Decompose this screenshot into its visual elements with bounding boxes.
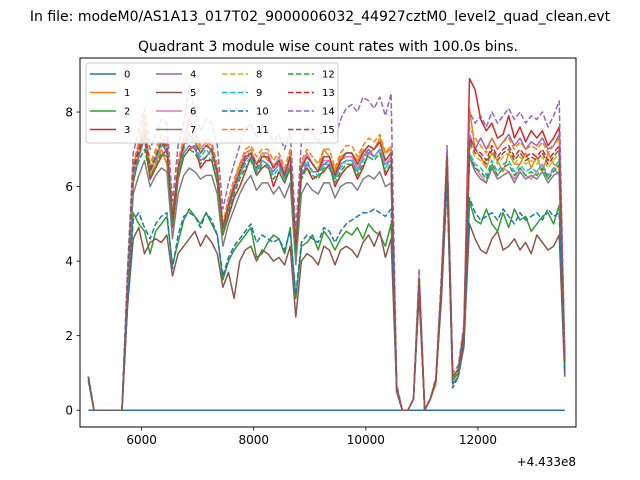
y-tick-label: 4 — [65, 255, 73, 269]
y-tick-label: 0 — [65, 404, 73, 418]
legend-label-8: 8 — [256, 70, 262, 81]
y-tick-label: 6 — [65, 180, 73, 194]
plot-area-frame — [79, 57, 577, 428]
figure-suptitle: In file: modeM0/AS1A13_017T02_9000006032… — [30, 9, 611, 25]
series-layer — [87, 77, 566, 411]
x-tick-label: 6000 — [126, 433, 157, 447]
legend-label-0: 0 — [124, 70, 130, 81]
legend-label-7: 7 — [190, 125, 196, 136]
legend-label-11: 11 — [256, 125, 269, 136]
legend-label-15: 15 — [322, 125, 335, 136]
legend-label-2: 2 — [124, 107, 130, 118]
legend-frame — [85, 62, 339, 144]
series-line-9 — [87, 133, 566, 411]
legend-label-1: 1 — [124, 88, 130, 99]
legend-label-4: 4 — [190, 70, 196, 81]
legend-label-3: 3 — [124, 125, 130, 136]
x-axis-offset-label: +4.433e8 — [517, 455, 576, 469]
legend-label-14: 14 — [322, 107, 335, 118]
legend-label-12: 12 — [322, 70, 335, 81]
legend-label-10: 10 — [256, 107, 269, 118]
legend-label-13: 13 — [322, 88, 335, 99]
y-tick-label: 2 — [65, 329, 73, 343]
series-line-5 — [87, 178, 566, 411]
chart-title: Quadrant 3 module wise count rates with … — [138, 39, 518, 55]
legend-label-5: 5 — [190, 88, 196, 99]
x-tick-label: 8000 — [238, 433, 269, 447]
x-tick-label: 10000 — [347, 433, 385, 447]
legend-label-6: 6 — [190, 107, 196, 118]
y-tick-label: 8 — [65, 106, 73, 120]
series-line-2 — [87, 170, 566, 411]
y-axis: 0 2 4 6 8 — [65, 106, 80, 418]
series-line-15 — [87, 133, 566, 411]
series-line-7 — [87, 156, 566, 411]
legend-label-9: 9 — [256, 88, 262, 99]
x-tick-label: 12000 — [459, 433, 497, 447]
x-axis: 6000 8000 10000 12000 — [126, 427, 497, 447]
series-line-10 — [87, 182, 566, 411]
